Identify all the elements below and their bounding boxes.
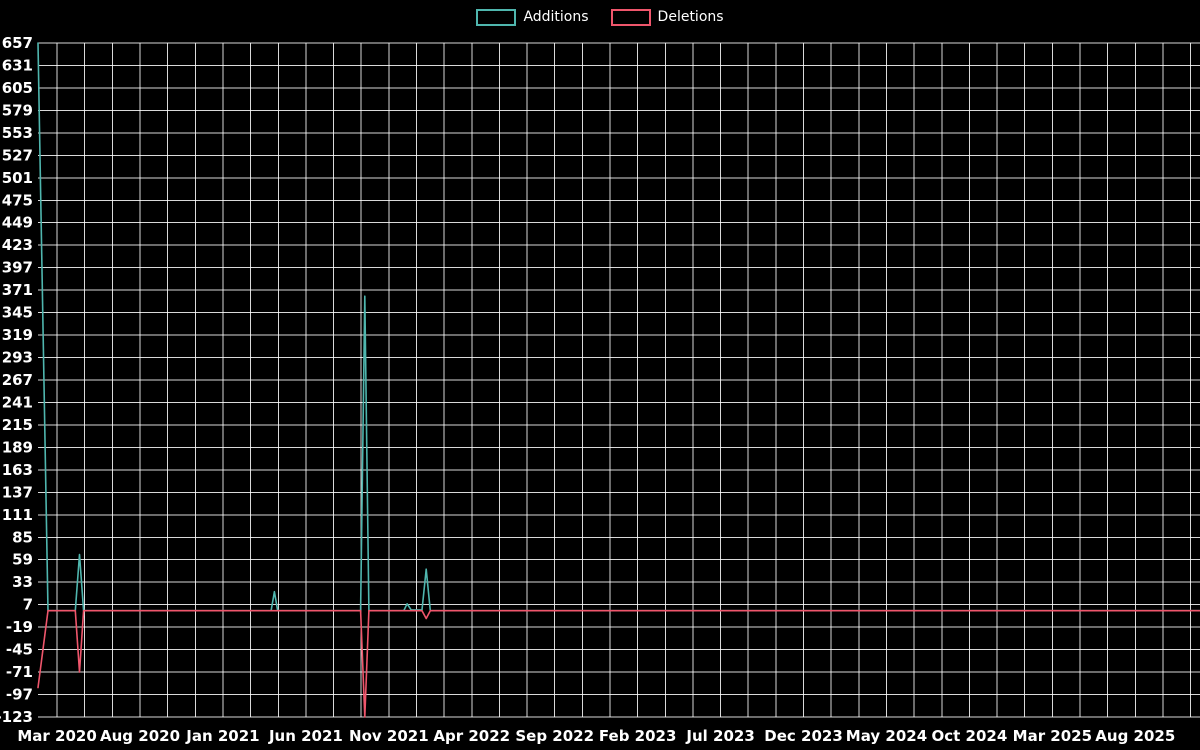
- y-tick-label: 345: [2, 304, 33, 322]
- y-tick-label: 579: [2, 101, 33, 119]
- y-tick-label: 7: [23, 596, 33, 614]
- x-tick-label: Jun 2021: [268, 727, 343, 745]
- legend-label-deletions: Deletions: [657, 9, 724, 25]
- y-tick-label: 631: [2, 56, 33, 74]
- x-tick-label: Mar 2025: [1013, 727, 1092, 745]
- additions-line: [37, 42, 1200, 612]
- x-tick-label: Aug 2020: [100, 727, 180, 745]
- y-tick-label: 111: [2, 506, 33, 524]
- y-tick-label: -71: [6, 663, 33, 681]
- y-tick-label: 449: [2, 214, 33, 232]
- y-tick-label: 137: [2, 483, 33, 501]
- y-tick-label: 189: [2, 438, 33, 456]
- y-tick-label: 397: [2, 259, 33, 277]
- legend-item-deletions[interactable]: Deletions: [610, 8, 724, 26]
- x-tick-label: Apr 2022: [433, 727, 510, 745]
- y-tick-label: 33: [12, 573, 33, 591]
- y-tick-label: 423: [2, 236, 33, 254]
- y-tick-label: -19: [6, 618, 33, 636]
- y-tick-label: 215: [2, 416, 33, 434]
- deletions-swatch: [610, 8, 651, 26]
- x-tick-label: Sep 2022: [515, 727, 594, 745]
- y-tick-label: 319: [2, 326, 33, 344]
- x-tick-label: Feb 2023: [599, 727, 677, 745]
- y-tick-label: -45: [6, 641, 33, 659]
- y-tick-label: 553: [2, 124, 33, 142]
- y-tick-label: 501: [2, 169, 33, 187]
- y-tick-label: 605: [2, 79, 33, 97]
- additions-swatch: [476, 8, 517, 26]
- y-tick-label: 267: [2, 371, 33, 389]
- deletions-line: [37, 609, 1200, 718]
- x-tick-label: Jan 2021: [185, 727, 259, 745]
- x-tick-label: Oct 2024: [932, 727, 1008, 745]
- x-tick-label: Dec 2023: [764, 727, 843, 745]
- y-tick-label: 527: [2, 146, 33, 164]
- y-tick-label: 657: [2, 34, 33, 52]
- x-tick-label: May 2024: [846, 727, 927, 745]
- legend-item-additions[interactable]: Additions: [476, 8, 589, 26]
- x-tick-label: Mar 2020: [17, 727, 96, 745]
- y-tick-label: 371: [2, 281, 33, 299]
- x-tick-label: Jul 2023: [685, 727, 754, 745]
- y-tick-label: 163: [2, 461, 33, 479]
- y-tick-label: 59: [12, 551, 33, 569]
- chart-legend: Additions Deletions: [0, 8, 1200, 26]
- x-tick-label: Aug 2025: [1095, 727, 1175, 745]
- y-tick-label: 241: [2, 393, 33, 411]
- y-tick-label: 85: [12, 528, 33, 546]
- y-tick-label: -123: [0, 708, 33, 726]
- x-tick-label: Nov 2021: [349, 727, 429, 745]
- y-tick-label: -97: [6, 686, 33, 704]
- legend-label-additions: Additions: [523, 9, 589, 25]
- y-tick-label: 293: [2, 349, 33, 367]
- y-tick-label: 475: [2, 191, 33, 209]
